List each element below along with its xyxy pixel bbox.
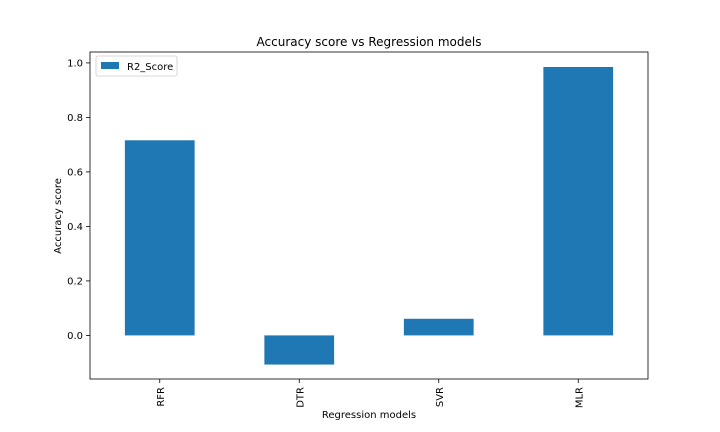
legend: R2_Score — [95, 55, 178, 77]
y-tick-label: 0.6 — [67, 167, 83, 178]
y-tick-label: 0.0 — [67, 331, 83, 342]
x-tick-label-dtr: DTR — [295, 387, 306, 408]
bar-dtr — [264, 335, 335, 365]
bar-mlr — [543, 66, 614, 336]
y-axis-title: Accuracy score — [53, 178, 64, 254]
y-tick-label: 1.0 — [67, 58, 83, 69]
bar-rfr — [124, 140, 195, 336]
y-tick-label: 0.2 — [67, 276, 83, 287]
plot-frame — [89, 51, 649, 380]
x-tick-label-mlr: MLR — [574, 387, 585, 408]
chart-title: Accuracy score vs Regression models — [257, 35, 482, 49]
bar-svr — [403, 318, 474, 336]
x-tick-label-svr: SVR — [435, 387, 446, 407]
y-tick-label: 0.8 — [67, 113, 83, 124]
legend-swatch — [101, 62, 119, 69]
x-axis-title: Regression models — [322, 410, 416, 421]
legend-box — [95, 55, 178, 77]
legend-label: R2_Score — [127, 62, 173, 73]
x-tick-label-rfr: RFR — [156, 387, 167, 407]
y-tick-label: 0.4 — [67, 222, 83, 233]
plot-area: RFR DTR SVR MLR 0.0 0.2 0.4 0.6 0.8 1.0 — [67, 58, 614, 408]
